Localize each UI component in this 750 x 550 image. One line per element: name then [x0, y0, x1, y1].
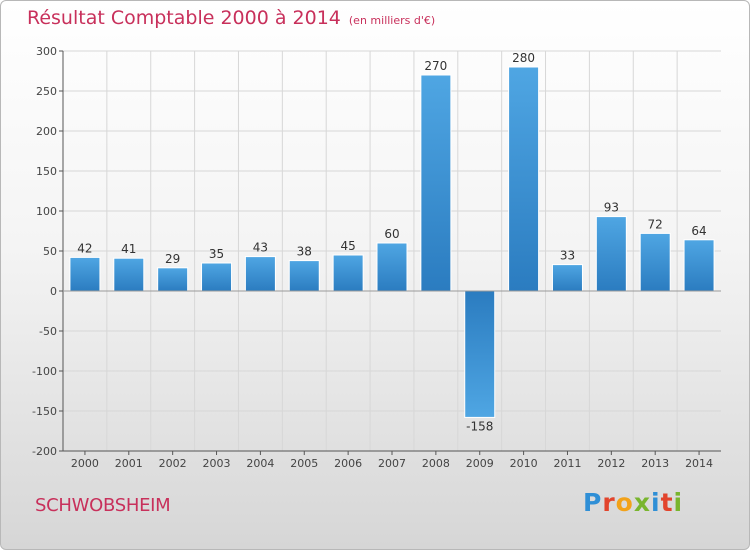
- bar-2012: [595, 216, 627, 292]
- data-label-2014: 64: [691, 224, 706, 238]
- y-tick-label: 50: [43, 245, 57, 258]
- x-tick-label-2011: 2011: [553, 457, 581, 470]
- bar-2010: [508, 66, 540, 292]
- logo-letter: i: [651, 488, 661, 517]
- y-tick-label: 300: [36, 45, 57, 58]
- data-label-2006: 45: [340, 239, 355, 253]
- data-label-2011: 33: [560, 249, 575, 263]
- data-label-2012: 93: [604, 201, 619, 215]
- y-tick-label: 100: [36, 205, 57, 218]
- y-tick-label: 150: [36, 165, 57, 178]
- x-tick-label-2003: 2003: [203, 457, 231, 470]
- x-tick-label-2006: 2006: [334, 457, 362, 470]
- y-tick-label: 0: [50, 285, 57, 298]
- x-tick-label-2000: 2000: [71, 457, 99, 470]
- data-label-2007: 60: [384, 227, 399, 241]
- x-tick-label-2013: 2013: [641, 457, 669, 470]
- y-tick-label: 200: [36, 125, 57, 138]
- bar-2004: [244, 256, 276, 292]
- y-tick-label: -100: [32, 365, 57, 378]
- x-tick-label-2012: 2012: [597, 457, 625, 470]
- data-label-2005: 38: [297, 245, 312, 259]
- y-tick-label: -50: [39, 325, 57, 338]
- data-label-2013: 72: [648, 217, 663, 231]
- x-tick-label-2005: 2005: [290, 457, 318, 470]
- data-label-2004: 43: [253, 241, 268, 255]
- bar-2011: [551, 264, 583, 292]
- x-tick-label-2008: 2008: [422, 457, 450, 470]
- bar-2001: [113, 257, 145, 292]
- data-label-2008: 270: [424, 59, 447, 73]
- bar-2000: [69, 256, 101, 292]
- commune-name: SCHWOBSHEIM: [35, 495, 171, 516]
- x-axis-ticks: 2000 2001 2002 2003 2004 2005 2006 2007 2008 2009…: [71, 451, 713, 470]
- logo-letter: t: [660, 488, 674, 517]
- y-tick-label: 250: [36, 85, 57, 98]
- x-tick-label-2009: 2009: [466, 457, 494, 470]
- bar-2006: [332, 254, 364, 292]
- bar-2005: [288, 260, 320, 292]
- x-tick-label-2001: 2001: [115, 457, 143, 470]
- data-label-2001: 41: [121, 242, 136, 256]
- data-label-2010: 280: [512, 51, 535, 65]
- bar-2002: [157, 267, 189, 292]
- bar-2003: [201, 262, 233, 292]
- chart-title-block: Résultat Comptable 2000 à 2014 (en millie…: [27, 7, 435, 29]
- logo-letter: o: [615, 488, 634, 517]
- bars: [69, 66, 715, 418]
- bar-2013: [639, 232, 671, 292]
- bar-2007: [376, 242, 408, 292]
- data-label-2002: 29: [165, 252, 180, 266]
- logo-letter: x: [633, 488, 651, 517]
- x-tick-label-2004: 2004: [246, 457, 274, 470]
- y-tick-label: -200: [32, 445, 57, 458]
- chart-title: Résultat Comptable 2000 à 2014: [27, 7, 341, 29]
- logo-letter: r: [602, 488, 616, 517]
- y-tick-label: -150: [32, 405, 57, 418]
- data-label-2000: 42: [77, 241, 92, 255]
- logo-letter: i: [673, 488, 684, 517]
- bar-2009: [464, 290, 496, 418]
- bar-2014: [683, 239, 715, 292]
- bar-2008: [420, 74, 452, 292]
- logo-letter: P: [583, 488, 603, 517]
- chart-subtitle: (en milliers d'€): [348, 14, 436, 27]
- data-label-2009: -158: [466, 419, 493, 433]
- x-tick-label-2014: 2014: [685, 457, 713, 470]
- data-label-2003: 35: [209, 247, 224, 261]
- data-labels: 42 41 29 35 43 38 45 60 270 -158 280 33 93 72 64: [77, 51, 706, 433]
- x-tick-label-2007: 2007: [378, 457, 406, 470]
- x-tick-label-2010: 2010: [510, 457, 538, 470]
- proxiti-logo: Proxiti: [583, 488, 683, 517]
- x-tick-label-2002: 2002: [159, 457, 187, 470]
- y-axis-ticks: 300 250 200 150 100 50 0 -50 -100 -150 -200: [32, 45, 63, 458]
